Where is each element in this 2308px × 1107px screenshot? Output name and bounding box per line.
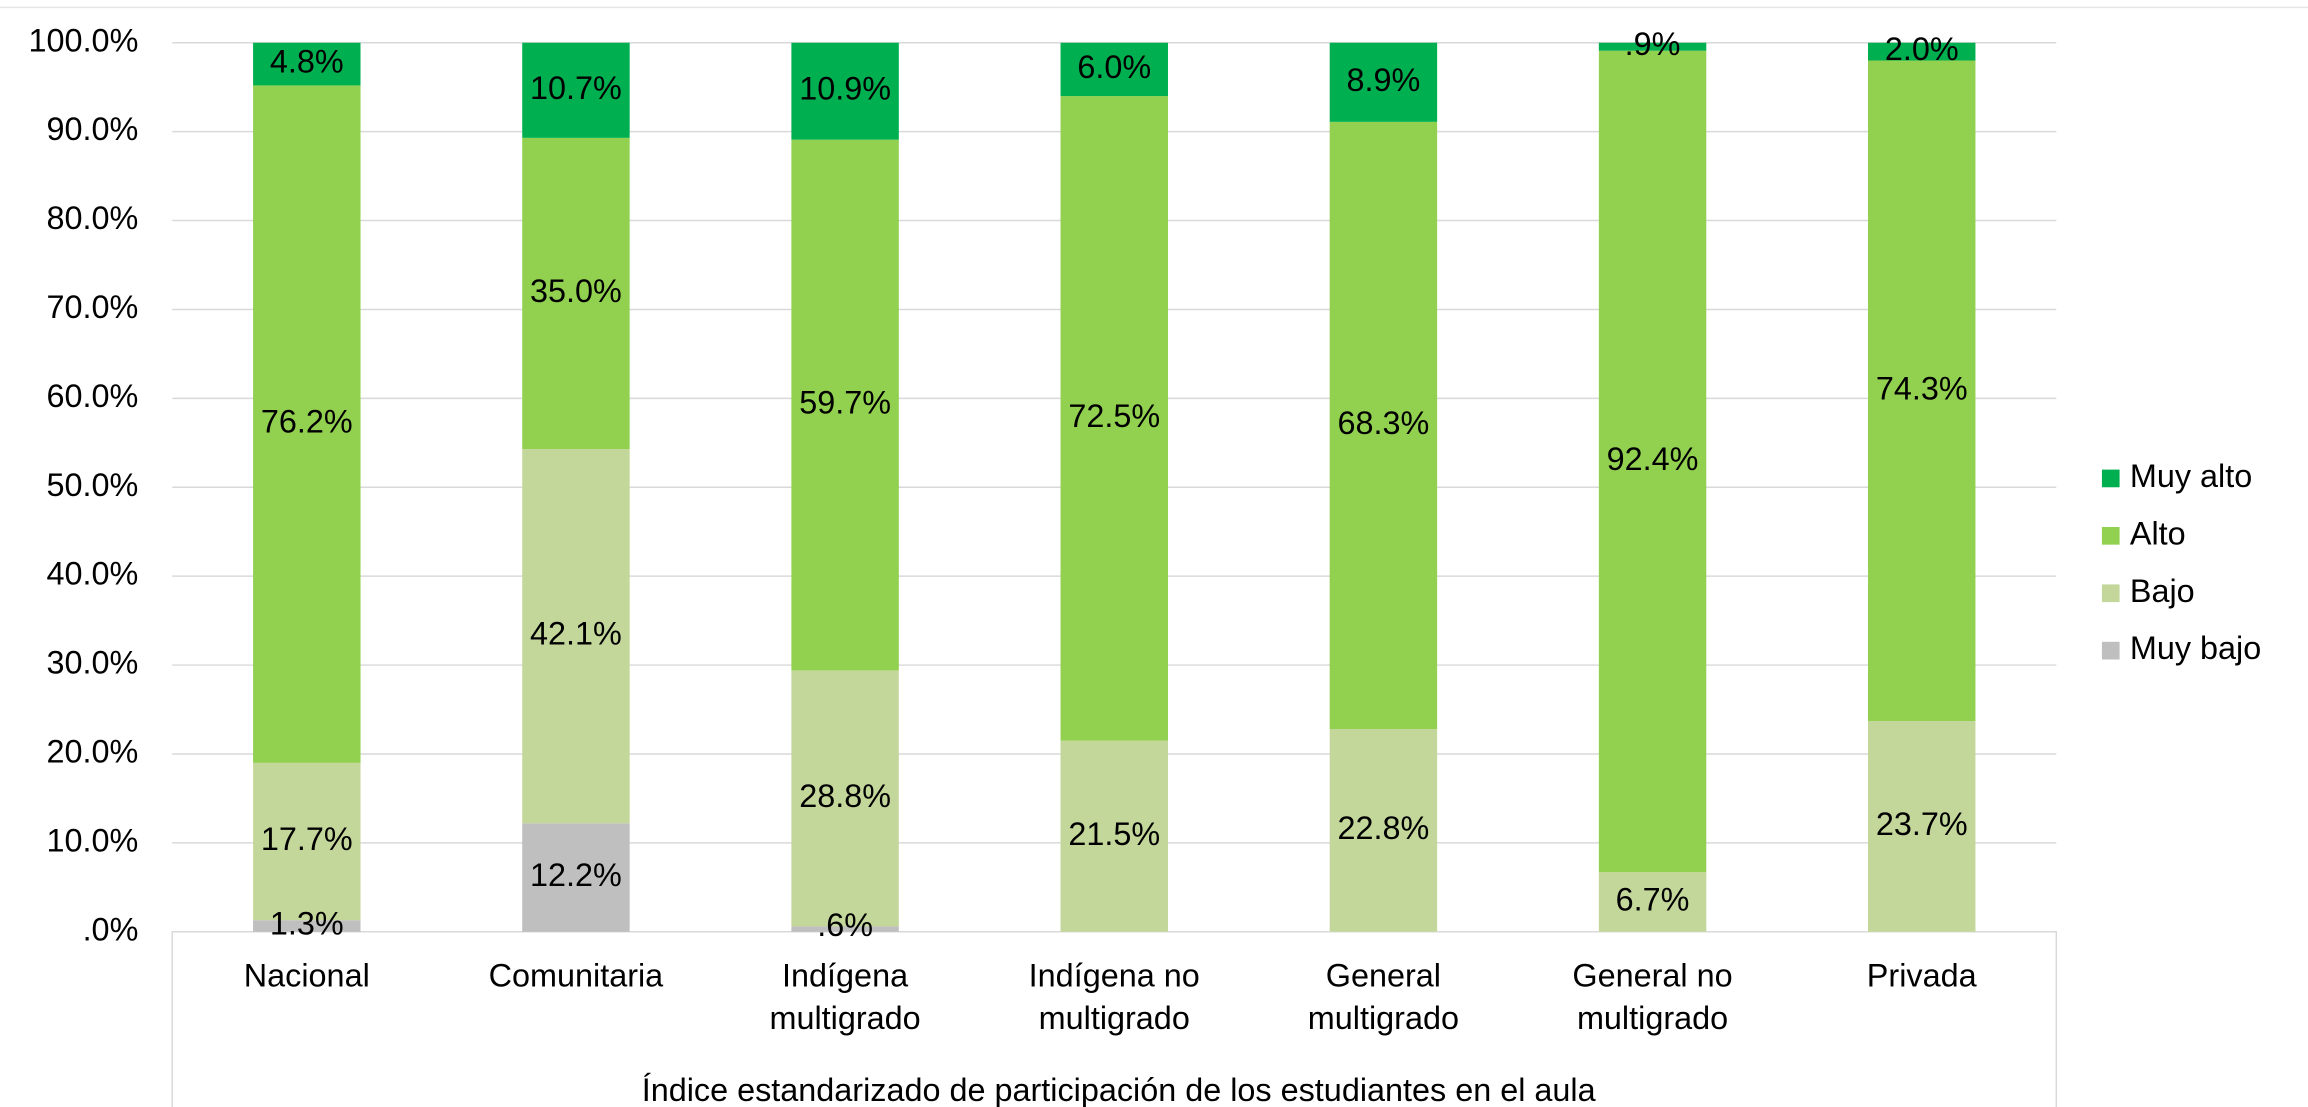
x-tick-label: Comunitaria	[488, 956, 664, 994]
legend-swatch	[2101, 469, 2120, 488]
data-label: 22.8%	[1338, 810, 1430, 846]
data-label: 6.0%	[1077, 49, 1151, 85]
bar-segment	[1598, 50, 1707, 873]
data-label: 4.8%	[270, 44, 344, 80]
x-tick-label: Indígena multigrado	[769, 956, 921, 1037]
bar-segment	[253, 85, 361, 763]
data-label: 68.3%	[1338, 405, 1430, 441]
x-tick-label: Privada	[1866, 956, 1977, 994]
bar-segment	[1598, 42, 1707, 51]
y-tick-label: 60.0%	[47, 378, 139, 414]
data-label: .9%	[1625, 26, 1681, 62]
bar-segment	[1867, 721, 1976, 932]
data-label: 74.3%	[1876, 370, 1968, 406]
bar-segment	[1060, 740, 1168, 932]
data-label: 23.7%	[1876, 806, 1968, 842]
bar-segment	[253, 42, 361, 86]
x-tick-label: Nacional	[243, 956, 370, 994]
bar-segment	[791, 42, 899, 140]
y-tick-label: 10.0%	[47, 822, 139, 858]
bar-segment	[791, 926, 899, 932]
x-tick-label-box: General multigrado	[1307, 956, 1459, 1037]
bar-segment	[1329, 729, 1438, 932]
bar-segment	[1867, 42, 1976, 61]
data-label: 10.9%	[799, 71, 891, 107]
x-tick-label-box: Nacional	[243, 956, 370, 994]
bar-segment	[253, 762, 361, 921]
x-axis-title: Índice estandarizado de participación de…	[642, 1072, 1596, 1107]
bar-segment	[1598, 872, 1707, 932]
x-tick-label-box: General no multigrado	[1572, 956, 1733, 1037]
x-tick-label: General multigrado	[1307, 956, 1459, 1037]
data-label: 92.4%	[1607, 441, 1699, 477]
y-tick-label: .0%	[83, 911, 139, 947]
bar-segment	[791, 139, 899, 671]
bar-segment	[1060, 42, 1168, 97]
bar-segment	[253, 920, 361, 932]
y-tick-label: 20.0%	[47, 734, 139, 770]
legend-swatch	[2101, 584, 2120, 603]
bar-segment	[791, 670, 899, 927]
data-label: 28.8%	[799, 778, 891, 814]
x-tick-label-box: Comunitaria	[488, 956, 664, 994]
legend-label: Bajo	[2130, 573, 2195, 609]
data-label: 12.2%	[530, 857, 622, 893]
bar-segment	[1060, 96, 1168, 741]
bar-segment	[522, 42, 630, 138]
data-label: 8.9%	[1347, 62, 1421, 98]
legend-label: Muy bajo	[2130, 630, 2261, 666]
data-label: 6.7%	[1616, 882, 1690, 918]
bar-segment	[522, 137, 630, 450]
data-label: 1.3%	[270, 906, 344, 942]
bar-segment	[1867, 60, 1976, 722]
data-label: 76.2%	[261, 404, 353, 440]
y-tick-label: 100.0%	[29, 22, 139, 58]
data-label: 21.5%	[1068, 816, 1160, 852]
legend-swatch	[2101, 641, 2120, 660]
legend-swatch	[2101, 527, 2120, 545]
data-label: 17.7%	[261, 821, 353, 857]
legend-label: Alto	[2130, 515, 2186, 551]
data-label: 72.5%	[1068, 398, 1160, 434]
bar-segment	[522, 449, 630, 824]
data-label: .6%	[817, 907, 873, 943]
data-label: 42.1%	[530, 616, 622, 652]
y-tick-label: 80.0%	[47, 200, 139, 236]
y-tick-label: 70.0%	[47, 289, 139, 325]
data-label: 2.0%	[1885, 31, 1959, 67]
y-tick-label: 50.0%	[47, 467, 139, 503]
x-tick-label: General no multigrado	[1572, 956, 1733, 1037]
bar-segment	[522, 823, 630, 932]
legend-label: Muy alto	[2130, 458, 2252, 494]
x-tick-label: Indígena no multigrado	[1028, 956, 1200, 1037]
y-tick-label: 30.0%	[47, 645, 139, 681]
data-label: 59.7%	[799, 385, 891, 421]
bar-segment	[1329, 121, 1438, 730]
bar-segment	[1329, 42, 1438, 122]
y-tick-label: 90.0%	[47, 111, 139, 147]
y-tick-label: 40.0%	[47, 556, 139, 592]
data-label: 10.7%	[530, 70, 622, 106]
x-tick-label-box: Indígena no multigrado	[1028, 956, 1200, 1037]
x-tick-label-box: Indígena multigrado	[769, 956, 921, 1037]
data-label: 35.0%	[530, 273, 622, 309]
x-tick-label-box: Privada	[1866, 956, 1977, 994]
